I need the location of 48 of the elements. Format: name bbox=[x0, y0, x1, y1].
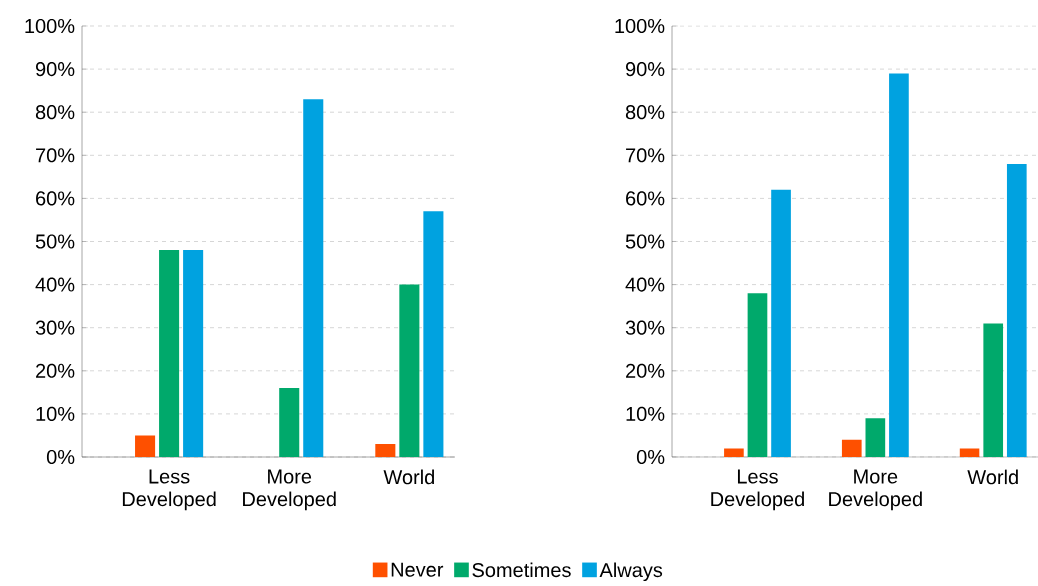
y-tick-label: 20% bbox=[626, 363, 665, 378]
x-tick-label: Less Developed bbox=[711, 469, 804, 511]
bar bbox=[1006, 163, 1027, 457]
bar bbox=[724, 448, 744, 457]
y-tick-label: 70% bbox=[626, 148, 665, 163]
y-tick-label: 60% bbox=[626, 191, 665, 206]
y-tick-label: 70% bbox=[36, 148, 75, 163]
bar bbox=[399, 284, 420, 457]
bar bbox=[375, 444, 396, 457]
y-tick-label: 80% bbox=[625, 105, 665, 120]
legend-label: Never bbox=[391, 562, 444, 577]
y-tick-label: 100% bbox=[615, 18, 665, 34]
y-tick-label: 80% bbox=[35, 105, 75, 120]
bar bbox=[865, 418, 886, 457]
y-tick-label: 50% bbox=[35, 234, 75, 249]
bar bbox=[303, 99, 324, 457]
bar bbox=[159, 250, 180, 457]
legend-label: Always bbox=[599, 562, 663, 582]
bar bbox=[771, 189, 791, 457]
bar bbox=[889, 73, 909, 457]
bar bbox=[747, 293, 768, 457]
bar bbox=[183, 250, 204, 457]
y-tick-label: 60% bbox=[36, 191, 75, 206]
y-tick-label: 10% bbox=[36, 406, 75, 421]
y-tick-label: 30% bbox=[625, 320, 665, 335]
bar bbox=[423, 211, 444, 457]
bar bbox=[959, 448, 980, 457]
y-tick-label: 0% bbox=[636, 449, 665, 465]
bar bbox=[983, 323, 1004, 457]
y-tick-label: 40% bbox=[35, 277, 75, 292]
legend-label: Sometimes bbox=[472, 562, 571, 578]
y-tick-label: 20% bbox=[36, 363, 75, 378]
y-tick-label: 0% bbox=[46, 449, 75, 465]
bar bbox=[279, 388, 300, 457]
y-tick-label: 40% bbox=[625, 277, 665, 292]
y-tick-label: 10% bbox=[626, 406, 665, 421]
y-tick-label: 30% bbox=[35, 320, 75, 335]
bar bbox=[841, 439, 862, 457]
bar bbox=[135, 435, 156, 457]
y-tick-label: 100% bbox=[25, 18, 75, 34]
x-tick-label: Less Developed bbox=[122, 469, 216, 511]
y-tick-label: 90% bbox=[625, 62, 665, 77]
x-tick-label: World bbox=[383, 469, 434, 485]
y-tick-label: 50% bbox=[625, 234, 665, 249]
x-tick-label: World bbox=[967, 469, 1018, 485]
x-tick-label: More Developed bbox=[829, 469, 922, 511]
x-tick-label: More Developed bbox=[243, 469, 336, 511]
y-tick-label: 90% bbox=[35, 62, 75, 77]
